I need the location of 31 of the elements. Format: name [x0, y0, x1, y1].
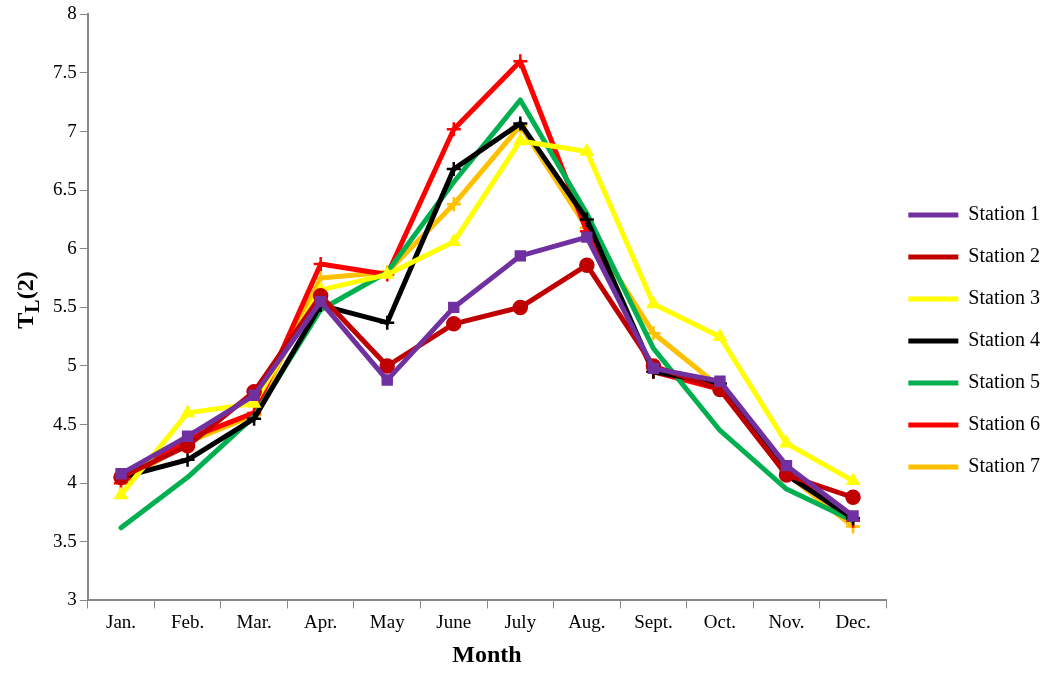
x-tick-label: June — [436, 610, 472, 632]
x-axis-title: Month — [452, 640, 522, 667]
y-tick-label: 4 — [67, 471, 78, 493]
legend-label: Station 1 — [968, 202, 1040, 225]
legend-label: Station 3 — [968, 286, 1040, 309]
x-tick-label: Jan. — [105, 610, 137, 632]
x-tick-label: July — [504, 610, 537, 632]
x-tick-label: Aug. — [568, 610, 606, 632]
y-tick-label: 5.5 — [53, 295, 77, 317]
x-tick-label: Nov. — [768, 610, 805, 632]
legend-label: Station 4 — [968, 328, 1040, 351]
y-tick-label: 6 — [67, 236, 77, 258]
y-tick-label: 3.5 — [53, 529, 77, 551]
y-tick-label: 6.5 — [53, 178, 77, 200]
x-tick-label: Dec. — [835, 610, 871, 632]
y-tick-label: 7 — [67, 119, 77, 141]
y-tick-label: 8 — [67, 2, 77, 24]
legend-label: Station 6 — [968, 412, 1040, 435]
x-tick-label: Oct. — [703, 610, 737, 632]
y-tick-label: 4.5 — [53, 412, 77, 434]
x-tick-label: Apr. — [304, 610, 338, 632]
x-tick-label: Mar. — [236, 610, 272, 632]
y-tick-label: 7.5 — [53, 60, 77, 82]
x-tick-label: May — [369, 610, 406, 632]
legend-label: Station 5 — [968, 370, 1040, 393]
y-tick-label: 5 — [67, 353, 77, 375]
y-tick-label: 3 — [67, 588, 77, 610]
x-tick-label: Feb. — [170, 610, 205, 632]
legend-label: Station 7 — [968, 454, 1040, 477]
legend-label: Station 2 — [968, 244, 1040, 267]
x-tick-label: Sept. — [634, 610, 673, 632]
